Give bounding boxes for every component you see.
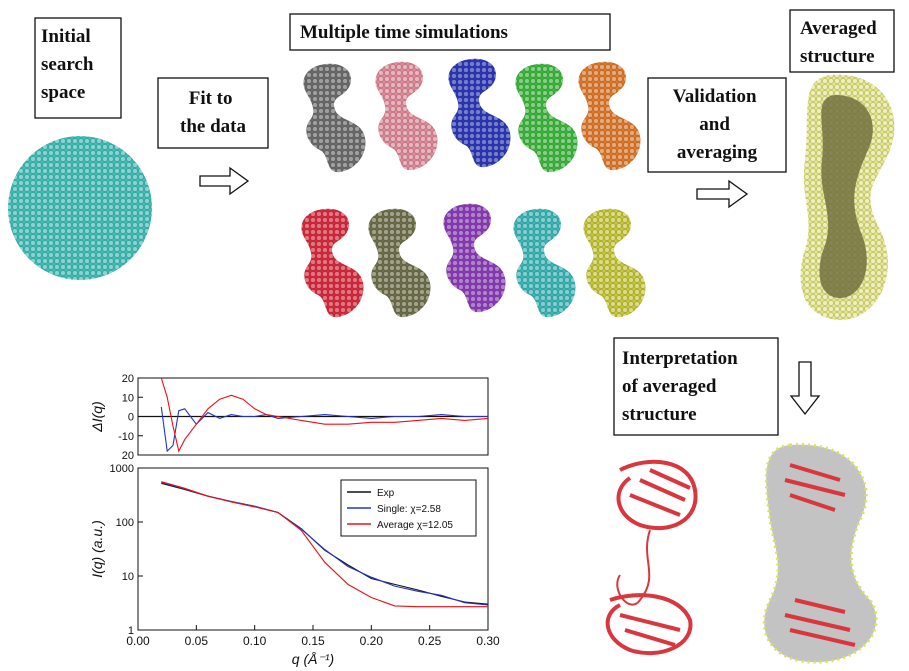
y-tick-label: 100 [116,517,134,529]
protein-envelope [764,445,876,663]
x-tick-label: 0.00 [126,634,150,648]
x-tick-label: 0.15 [301,634,325,648]
y-tick-label: 10 [122,392,134,404]
y-tick-label: 0 [128,412,134,424]
y-tick-label: 20 [122,373,134,385]
legend-label: Average χ=12.05 [377,520,453,531]
x-tick-label: 0.25 [418,634,442,648]
arrow [200,168,248,194]
y-tick-label: 20 [122,450,134,462]
y-axis-label: ΔI(q) [89,401,105,432]
x-tick-label: 0.20 [360,634,384,648]
y-tick-label: 1000 [110,463,134,475]
simulation-models [301,59,645,317]
y-axis-label: I(q) (a.u.) [89,520,105,578]
series-line [161,407,488,451]
y-tick-label: 10 [122,571,134,583]
y-tick-label: -10 [118,431,134,443]
arrow [697,181,747,207]
x-tick-label: 0.30 [476,634,500,648]
x-tick-label: 0.10 [243,634,267,648]
averaged-model [801,75,895,320]
figure: Initial search space Fit to the data Mul… [0,0,909,671]
sphere-model [8,136,152,280]
protein-ribbon [608,462,696,653]
legend-label: Exp [377,488,395,499]
x-tick-label: 0.05 [185,634,209,648]
box-text: Multiple time simulations [300,22,508,43]
x-axis-label: q (Å⁻¹) [292,651,334,667]
legend-label: Single: χ=2.58 [377,504,441,515]
arrow [791,362,819,414]
